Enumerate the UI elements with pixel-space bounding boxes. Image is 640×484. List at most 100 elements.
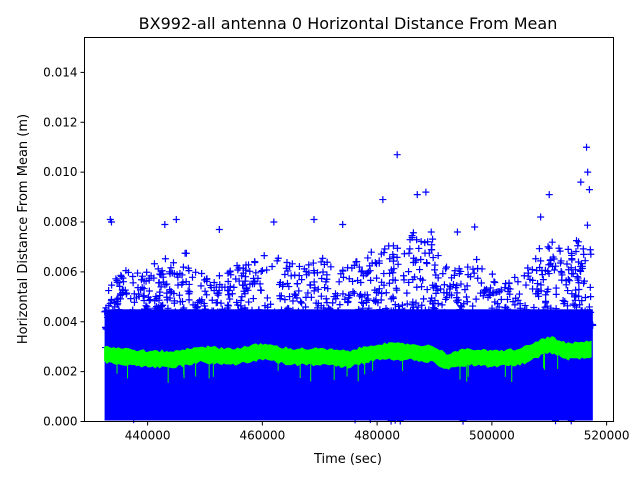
scatter-point xyxy=(387,266,395,274)
scatter-point xyxy=(159,270,167,278)
scatter-point xyxy=(428,308,436,316)
scatter-point xyxy=(130,290,138,298)
scatter-point xyxy=(311,284,319,292)
scatter-point xyxy=(310,287,318,295)
scatter-point xyxy=(535,245,543,253)
scatter-point xyxy=(418,283,426,291)
scatter-point xyxy=(164,304,172,312)
scatter-outlier xyxy=(270,218,278,226)
scatter-outlier xyxy=(584,168,592,176)
scatter-point xyxy=(500,407,508,415)
scatter-point xyxy=(115,307,123,315)
scatter-point xyxy=(323,275,331,283)
scatter-point xyxy=(159,278,167,286)
scatter-point xyxy=(473,256,481,264)
scatter-point xyxy=(387,370,395,378)
scatter-point xyxy=(409,259,417,267)
scatter-point xyxy=(505,324,513,332)
scatter-point xyxy=(145,341,153,349)
scatter-point xyxy=(542,297,550,305)
scatter-outlier xyxy=(413,191,421,199)
scatter-point xyxy=(290,310,298,318)
scatter-point xyxy=(354,340,362,348)
scatter-point xyxy=(385,317,393,325)
scatter-point xyxy=(209,313,217,321)
scatter-point xyxy=(533,267,541,275)
scatter-point xyxy=(506,324,514,332)
scatter-point xyxy=(482,287,490,295)
scatter-point xyxy=(358,267,366,275)
scatter-point xyxy=(344,320,352,328)
scatter-point xyxy=(568,251,576,259)
scatter-point xyxy=(177,318,185,326)
scatter-point xyxy=(319,254,327,262)
scatter-point xyxy=(208,296,216,304)
scatter-point xyxy=(276,309,284,317)
scatter-point xyxy=(193,403,201,411)
scatter-point xyxy=(524,264,532,272)
scatter-point xyxy=(589,321,597,329)
scatter-point xyxy=(490,329,498,337)
scatter-point xyxy=(503,311,511,319)
scatter-point xyxy=(282,306,290,314)
scatter-point xyxy=(330,388,338,396)
scatter-point xyxy=(192,268,200,276)
scatter-point xyxy=(107,406,115,414)
scatter-point xyxy=(238,293,246,301)
scatter-point xyxy=(439,405,447,413)
scatter-point xyxy=(230,313,238,321)
scatter-point xyxy=(357,279,365,287)
scatter-point xyxy=(408,301,416,309)
scatter-point xyxy=(109,324,117,332)
scatter-point xyxy=(146,334,154,342)
scatter-point xyxy=(226,282,234,290)
scatter-point xyxy=(206,319,214,327)
scatter-point xyxy=(501,284,509,292)
scatter-point xyxy=(334,320,342,328)
scatter-point xyxy=(400,272,408,280)
scatter-point xyxy=(424,238,432,246)
scatter-point xyxy=(340,317,348,325)
scatter-point xyxy=(394,260,402,268)
scatter-point xyxy=(141,317,149,325)
scatter-point xyxy=(488,324,496,332)
scatter-outlier xyxy=(583,143,591,151)
scatter-point xyxy=(576,389,584,397)
scatter-point xyxy=(537,257,545,265)
scatter-point xyxy=(248,306,256,314)
scatter-point xyxy=(393,253,401,261)
scatter-point xyxy=(142,306,150,314)
scatter-point xyxy=(484,293,492,301)
scatter-point xyxy=(353,315,361,323)
scatter-point xyxy=(171,320,179,328)
scatter-point xyxy=(381,245,389,253)
scatter-point xyxy=(547,392,555,400)
scatter-point xyxy=(359,319,367,327)
scatter-point xyxy=(481,288,489,296)
scatter-point xyxy=(420,295,428,303)
scatter-point xyxy=(143,268,151,276)
scatter-point xyxy=(536,264,544,271)
scatter-point xyxy=(550,255,558,263)
scatter-point xyxy=(541,411,549,419)
scatter-point xyxy=(368,315,376,323)
scatter-point xyxy=(557,317,565,325)
y-tick-label: 0.000 xyxy=(43,415,77,429)
scatter-point xyxy=(214,308,222,316)
scatter-point xyxy=(396,417,404,425)
scatter-point xyxy=(563,302,571,310)
scatter-point xyxy=(112,275,120,283)
scatter-point xyxy=(443,263,451,271)
scatter-point xyxy=(350,289,358,297)
scatter-point xyxy=(459,308,467,316)
scatter-outlier xyxy=(577,178,585,186)
scatter-point xyxy=(379,390,387,398)
scatter-point xyxy=(512,325,520,333)
scatter-point xyxy=(184,287,192,295)
scatter-point xyxy=(463,298,471,306)
scatter-point xyxy=(525,315,533,323)
scatter-point xyxy=(280,325,288,333)
scatter-point xyxy=(585,325,593,333)
scatter-point xyxy=(552,284,560,292)
scatter-point xyxy=(474,274,482,282)
